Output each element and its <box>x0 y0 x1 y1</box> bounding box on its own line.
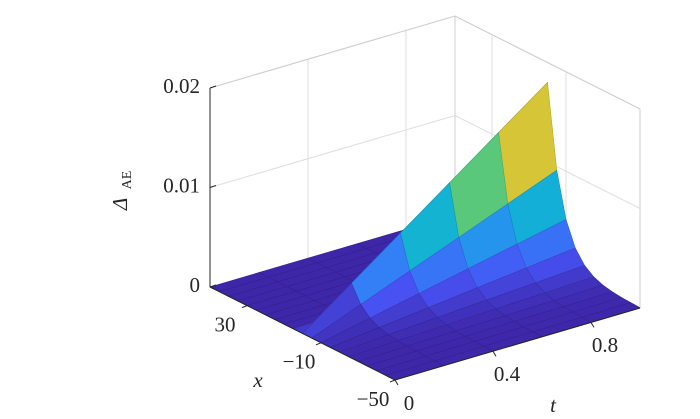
z-axis-label: Δ AE <box>108 171 135 212</box>
z-tick <box>209 284 217 288</box>
surface <box>209 82 641 381</box>
t-tick-label: 0.4 <box>494 362 521 386</box>
z-tick <box>209 85 217 89</box>
z-grid-line <box>209 114 641 209</box>
z-tick-label: 0.02 <box>163 74 200 98</box>
t-tick-label: 0.8 <box>592 333 618 357</box>
t-tick-label: 0 <box>404 391 415 415</box>
x-tick-label: 30 <box>215 312 236 336</box>
z-tick-label: 0 <box>190 273 201 297</box>
x-tick <box>315 342 322 346</box>
x-tick-label: −10 <box>283 350 316 374</box>
x-tick <box>389 379 396 383</box>
t-tick <box>394 379 399 386</box>
t-tick <box>492 350 497 357</box>
t-axis-line <box>394 307 641 381</box>
x-tick <box>241 305 248 309</box>
z-axis-label-sub: AE <box>120 171 135 190</box>
z-tick-label: 0.01 <box>163 173 200 197</box>
z-tick <box>209 185 217 188</box>
x-axis-line <box>209 286 396 381</box>
box-edge <box>209 15 641 110</box>
axes-front: 0 0.01 0.02 −50 −10 30 0 0.4 0.8 <box>163 74 641 415</box>
t-axis-label: t <box>550 393 557 417</box>
t-tick <box>590 322 595 328</box>
x-tick-label: −50 <box>357 387 390 411</box>
x-axis-label: x <box>252 368 263 392</box>
z-axis-label-main: Δ <box>108 198 132 211</box>
z-grid-line <box>209 15 641 110</box>
